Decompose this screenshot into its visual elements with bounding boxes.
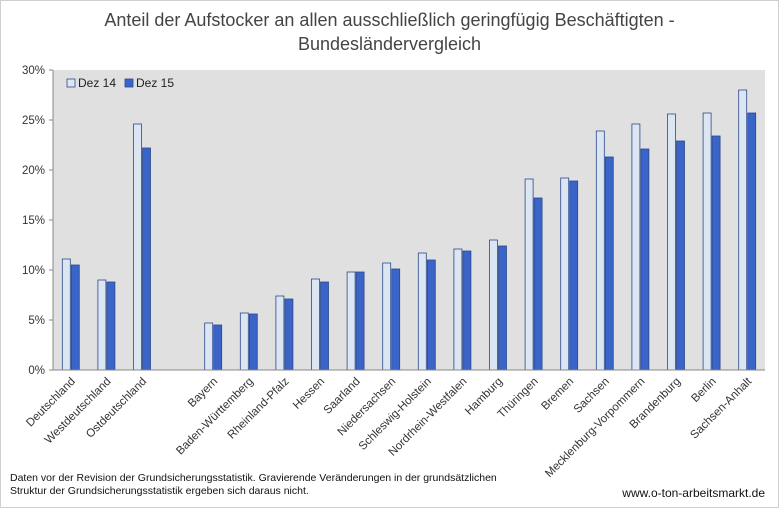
- bar: [711, 135, 721, 371]
- source-credit: www.o-ton-arbeitsmarkt.de: [622, 486, 765, 500]
- x-tick-label: Rheinland-Pfalz: [226, 375, 292, 441]
- bar: [524, 178, 534, 371]
- chart-title: Anteil der Aufstocker an allen ausschlie…: [0, 8, 779, 56]
- bar: [631, 123, 641, 371]
- bar: [417, 252, 427, 371]
- x-tick-label: Sachsen-Anhalt: [688, 375, 754, 441]
- x-axis: DeutschlandWestdeutschlandOstdeutschland…: [24, 369, 765, 480]
- bar: [346, 271, 356, 371]
- plot-area: [53, 70, 765, 370]
- y-tick-label: 10%: [22, 265, 45, 277]
- chart-title-line-1: Anteil der Aufstocker an allen ausschlie…: [104, 10, 675, 30]
- legend-label: Dez 14: [78, 76, 116, 90]
- bar: [489, 239, 498, 371]
- bar: [213, 324, 223, 371]
- legend-label: Dez 15: [136, 76, 174, 90]
- bar: [676, 140, 685, 371]
- bar: [382, 262, 392, 371]
- bar: [239, 312, 249, 371]
- y-tick-label: 30%: [22, 65, 45, 77]
- bar: [560, 177, 570, 371]
- bar: [204, 322, 214, 371]
- bar: [569, 180, 579, 371]
- x-tick-label: Bayern: [186, 376, 220, 410]
- bar: [391, 268, 401, 371]
- bar: [355, 271, 365, 371]
- x-tick-label: Ostdeutschland: [84, 376, 149, 441]
- legend: Dez 14 Dez 15: [66, 76, 174, 90]
- bar: [498, 245, 507, 371]
- bar: [426, 259, 436, 371]
- bar: [284, 298, 294, 371]
- legend-swatch: [124, 78, 134, 88]
- bar: [70, 264, 80, 371]
- bars: [61, 89, 757, 371]
- y-tick-label: 0%: [28, 365, 45, 377]
- y-axis: 0% 5% 10% 15% 20% 25% 30%: [22, 65, 54, 377]
- bar: [640, 148, 650, 371]
- footnote-line-1: Daten vor der Revision der Grundsicherun…: [10, 472, 497, 484]
- chart-title-line-2: Bundesländervergleich: [297, 34, 482, 54]
- bar: [667, 113, 676, 371]
- bar: [248, 313, 258, 371]
- bar: [747, 112, 757, 371]
- y-tick-label: 20%: [22, 165, 45, 177]
- bar: [595, 130, 605, 371]
- bar: [604, 156, 614, 371]
- y-tick-label: 5%: [28, 315, 45, 327]
- bar: [738, 89, 748, 371]
- x-tick-label: Hessen: [291, 376, 327, 412]
- x-tick-label: Berlin: [689, 376, 718, 405]
- bar: [702, 112, 712, 371]
- bar: [142, 147, 151, 371]
- footnote: Daten vor der Revision der Grundsicherun…: [10, 472, 570, 498]
- bar: [311, 278, 320, 371]
- bar: [61, 258, 71, 371]
- bar: [462, 250, 472, 371]
- bar: [453, 248, 463, 371]
- bar: [106, 281, 116, 371]
- bar: [97, 279, 107, 371]
- bar: [533, 197, 543, 371]
- y-tick-label: 25%: [22, 115, 45, 127]
- y-tick-label: 15%: [22, 215, 45, 227]
- bar: [133, 123, 142, 371]
- legend-swatch: [66, 78, 76, 88]
- x-tick-label: Westdeutschland: [43, 376, 114, 447]
- footnote-line-2: Struktur der Grundsicherungsstatistik er…: [10, 485, 309, 497]
- bar: [320, 281, 329, 371]
- bar: [275, 295, 285, 371]
